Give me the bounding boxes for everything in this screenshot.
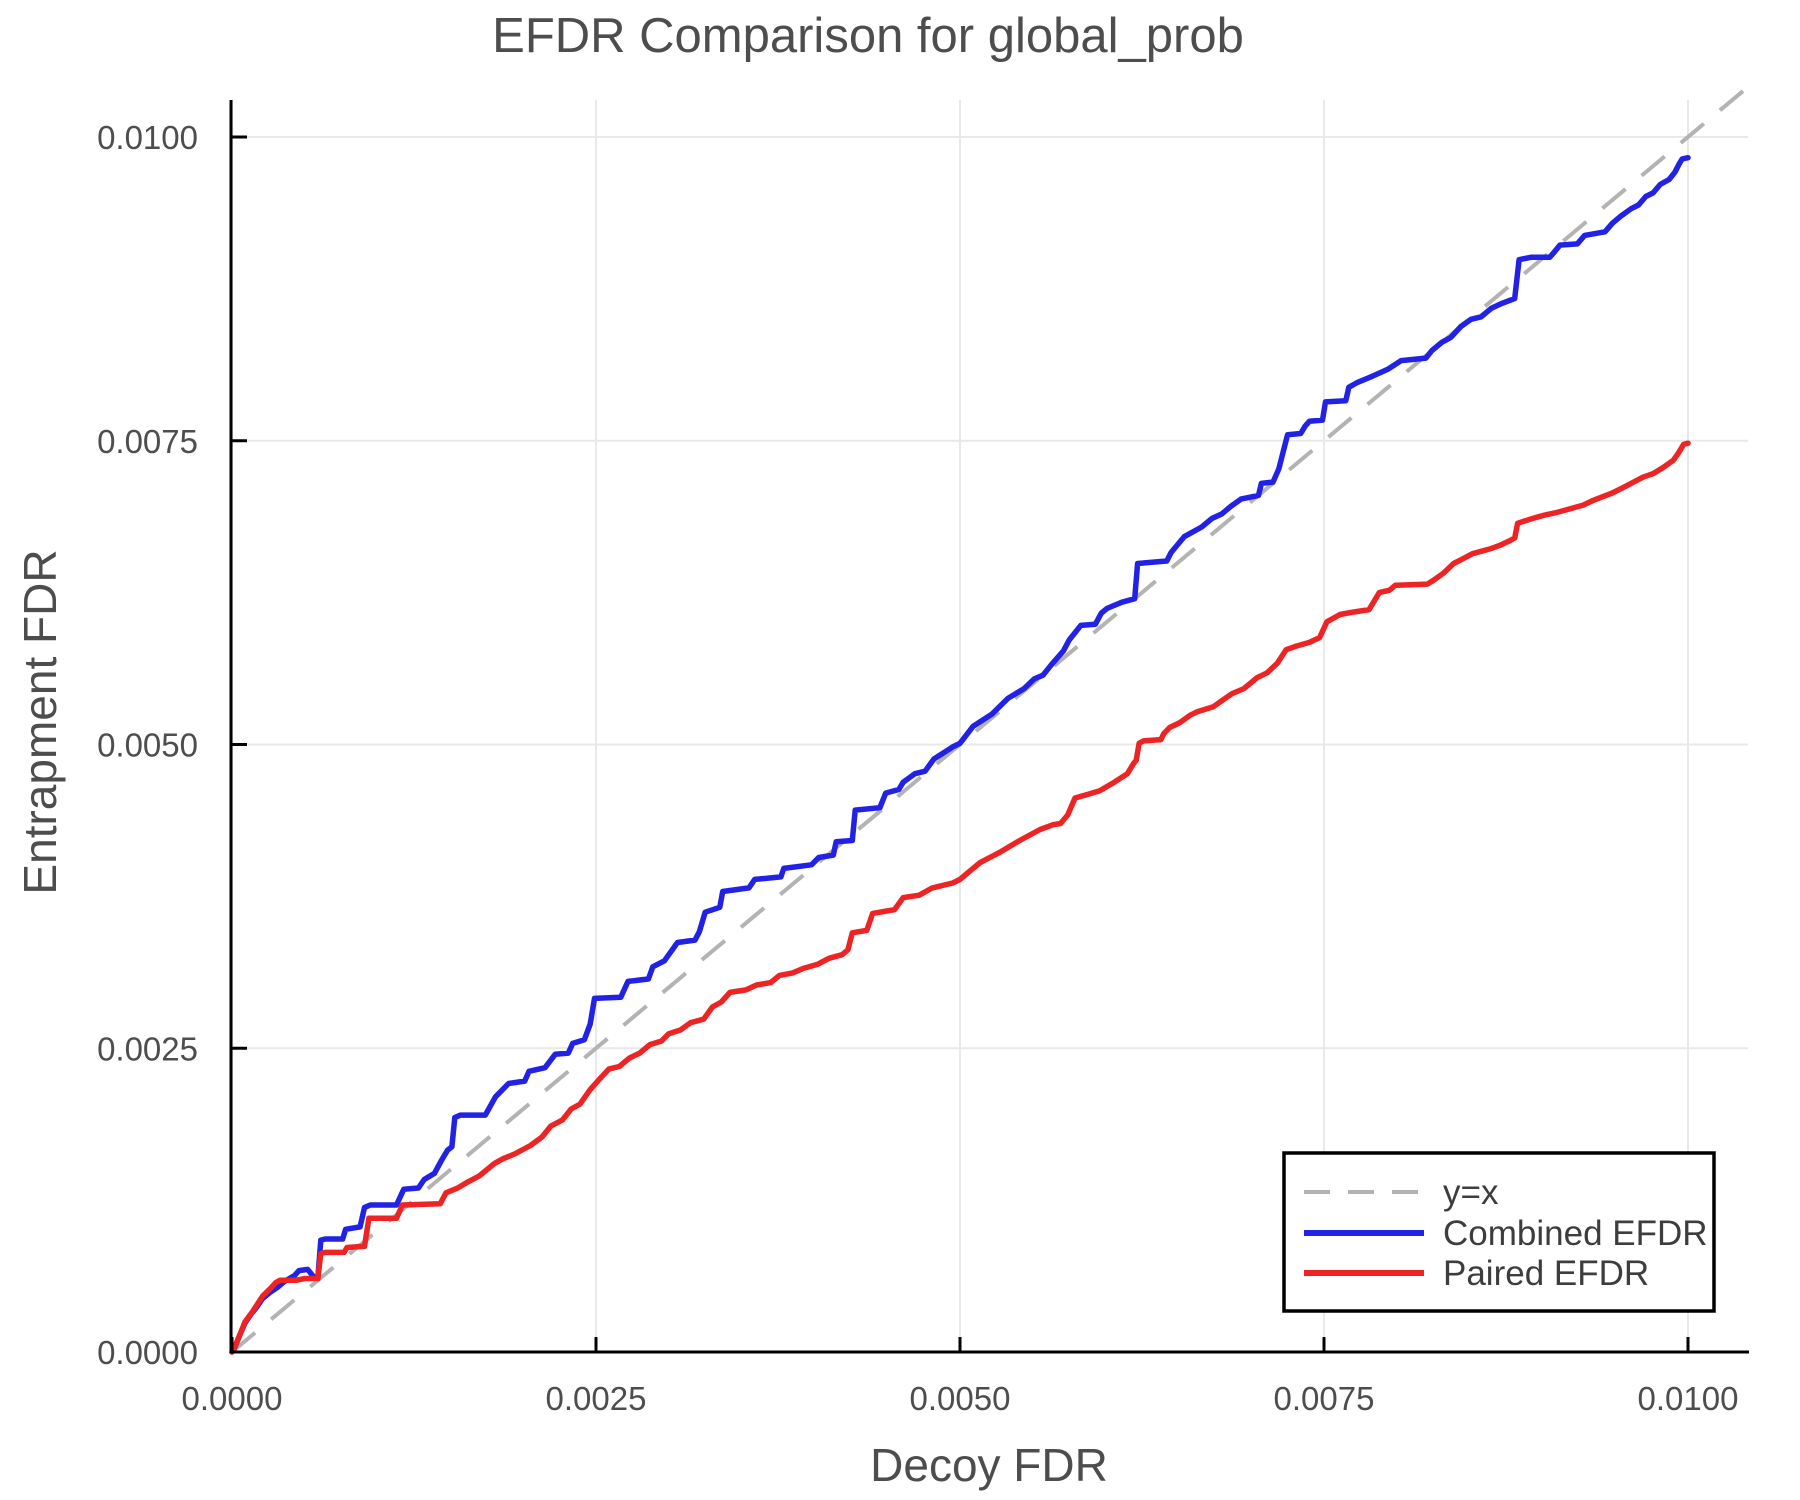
legend-identity-label: y=x [1443,1173,1499,1212]
x-axis-label: Decoy FDR [870,1439,1108,1491]
series-lines [229,89,1745,1355]
y-tick-label: 0.0000 [97,1334,198,1371]
identity-reference-line [230,89,1745,1354]
chart-title: EFDR Comparison for global_prob [492,9,1244,63]
y-tick-label: 0.0050 [97,727,198,764]
x-tick-label: 0.0100 [1638,1380,1739,1417]
x-tick-label: 0.0050 [910,1380,1011,1417]
legend-paired-label: Paired EFDR [1443,1254,1649,1293]
y-tick-label: 0.0025 [97,1030,198,1067]
x-tick-label: 0.0075 [1274,1380,1375,1417]
legend: y=x Combined EFDR Paired EFDR [1282,1151,1716,1313]
axis-spines [229,100,1749,1354]
legend-combined-label: Combined EFDR [1443,1214,1708,1253]
x-tick-label: 0.0025 [546,1380,647,1417]
paired-efdr-line [229,440,1691,1355]
axis-ticks [230,135,1690,1354]
y-axis-label: Entrapment FDR [14,549,66,894]
axis-tick-labels: 0.0000 0.0025 0.0050 0.0075 0.0100 0.0000 0.00… [97,119,1738,1417]
y-tick-label: 0.0075 [97,423,198,460]
y-tick-label: 0.0100 [97,119,198,156]
x-tick-label: 0.0000 [182,1380,283,1417]
combined-efdr-line [229,154,1691,1355]
